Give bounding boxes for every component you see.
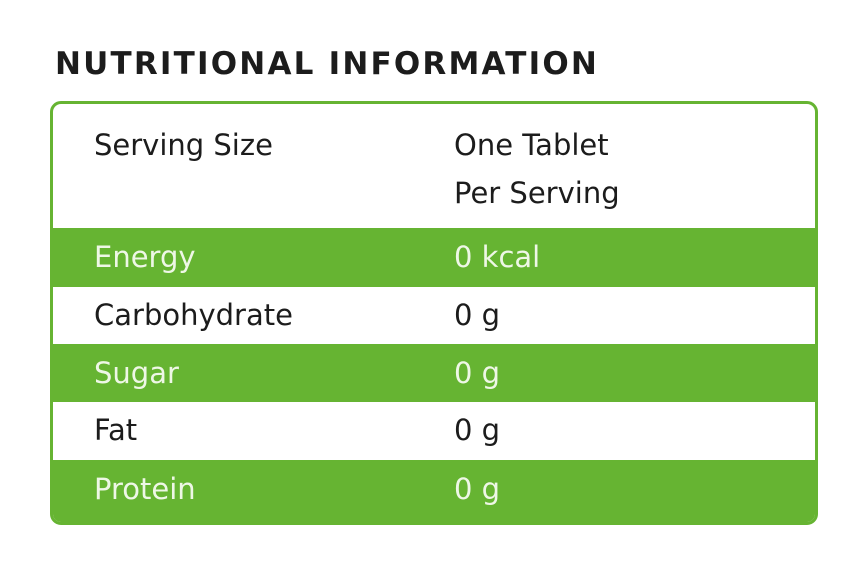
- nutrition-table: Serving Size One Tablet Per Serving Ener…: [50, 101, 818, 525]
- row-value: 0 kcal: [454, 240, 541, 274]
- table-row-carbohydrate: Carbohydrate 0 g: [53, 287, 815, 344]
- row-value: 0 g: [454, 298, 501, 332]
- table-row-fat: Fat 0 g: [53, 402, 815, 460]
- row-value: 0 g: [454, 356, 501, 390]
- row-label: Fat: [94, 413, 138, 447]
- page-title: NUTRITIONAL INFORMATION: [55, 46, 600, 82]
- row-label: Protein: [94, 472, 196, 506]
- table-row-energy: Energy 0 kcal: [53, 228, 815, 287]
- row-value: 0 g: [454, 413, 501, 447]
- row-label: Carbohydrate: [94, 298, 293, 332]
- serving-size-row: Serving Size One Tablet Per Serving: [53, 104, 815, 228]
- serving-size-label: Serving Size: [94, 128, 273, 162]
- row-label: Sugar: [94, 356, 179, 390]
- serving-size-subvalue: Per Serving: [454, 176, 620, 210]
- row-label: Energy: [94, 240, 196, 274]
- row-value: 0 g: [454, 472, 501, 506]
- serving-size-value: One Tablet: [454, 128, 609, 162]
- table-row-protein: Protein 0 g: [53, 460, 815, 522]
- table-row-sugar: Sugar 0 g: [53, 344, 815, 402]
